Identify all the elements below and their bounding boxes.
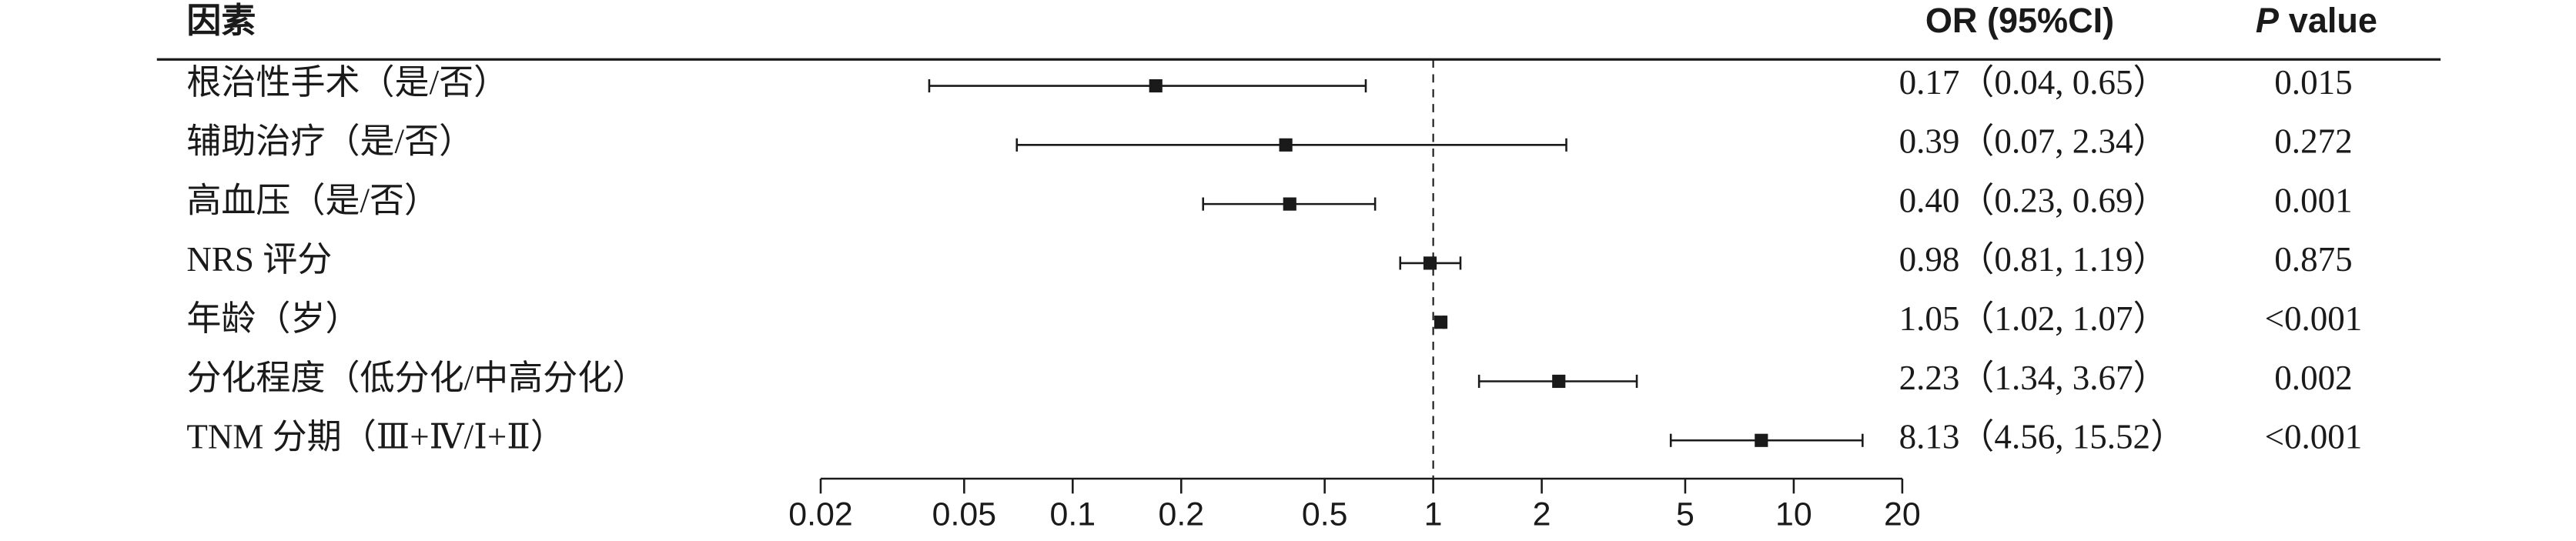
- or-point: [1279, 138, 1293, 152]
- or-point: [1755, 433, 1768, 447]
- x-tick-label: 0.5: [1302, 496, 1348, 533]
- factor-label: 年龄（岁）: [186, 299, 360, 338]
- p-header: value: [2289, 1, 2377, 40]
- or-point: [1434, 316, 1448, 329]
- x-tick-label: 10: [1775, 496, 1812, 533]
- p-value: 0.875: [2274, 240, 2352, 279]
- factor-label: 根治性手术（是/否）: [186, 63, 508, 102]
- x-tick-label: 0.2: [1158, 496, 1204, 533]
- p-value: 0.272: [2274, 122, 2352, 161]
- x-tick-label: 0.02: [788, 496, 852, 533]
- or-ci-label: 0.39（0.07, 2.34）: [1899, 122, 2168, 161]
- p-value: 0.015: [2274, 63, 2352, 102]
- factor-label: TNM 分期（Ⅲ+Ⅳ/Ⅰ+Ⅱ）: [186, 418, 565, 456]
- p-value: <0.001: [2265, 418, 2363, 456]
- or-header: OR (95%CI): [1925, 1, 2114, 40]
- or-ci-label: 1.05（1.02, 1.07）: [1899, 299, 2168, 338]
- or-ci-label: 0.98（0.81, 1.19）: [1899, 240, 2168, 279]
- or-ci-label: 0.40（0.23, 0.69）: [1899, 181, 2168, 219]
- p-value: <0.001: [2265, 299, 2363, 338]
- or-point: [1283, 197, 1296, 211]
- factor-label: 分化程度（低分化/中高分化）: [186, 359, 647, 397]
- x-tick-label: 5: [1676, 496, 1694, 533]
- or-ci-label: 8.13（4.56, 15.52）: [1899, 418, 2186, 456]
- or-point: [1149, 78, 1163, 93]
- x-tick-label: 2: [1533, 496, 1551, 533]
- or-ci-label: 2.23（1.34, 3.67）: [1899, 359, 2168, 397]
- factor-header: 因素: [186, 1, 256, 40]
- x-tick-label: 0.05: [932, 496, 996, 533]
- x-tick-label: 0.1: [1050, 496, 1096, 533]
- p-value: 0.002: [2274, 359, 2352, 397]
- or-ci-label: 0.17（0.04, 0.65）: [1899, 63, 2168, 102]
- factor-label: NRS 评分: [186, 240, 332, 279]
- or-point: [1423, 256, 1437, 270]
- x-tick-label: 1: [1424, 496, 1443, 533]
- p-header-italic: P: [2256, 1, 2280, 40]
- or-point: [1552, 374, 1566, 389]
- factor-label: 辅助治疗（是/否）: [186, 122, 473, 161]
- factor-label: 高血压（是/否）: [186, 181, 439, 219]
- p-value: 0.001: [2274, 181, 2352, 219]
- x-tick-label: 20: [1884, 496, 1921, 533]
